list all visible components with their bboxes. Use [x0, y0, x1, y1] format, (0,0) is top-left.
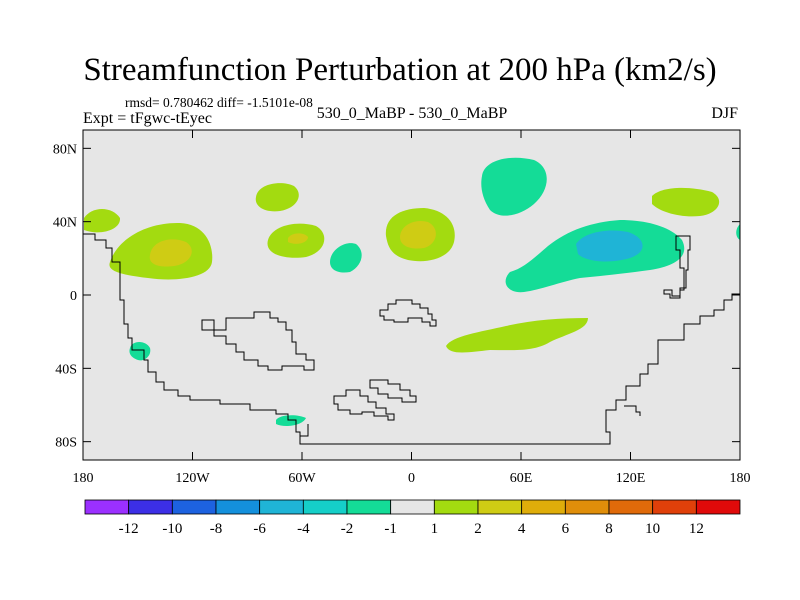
anomaly-ne-pacific: [652, 187, 720, 217]
anomaly-europe-core: [400, 220, 436, 249]
x-tick-label: 120W: [175, 471, 210, 486]
colorbar-label: 1: [431, 521, 439, 537]
anomaly-layer: [84, 157, 740, 426]
experiment-label: Expt = tFgwc-tEyec: [83, 110, 212, 127]
colorbar-swatch: [390, 499, 435, 515]
x-tick-label: 0: [408, 471, 415, 486]
colorbar-swatch: [477, 499, 523, 515]
coast-south-island-east: [624, 405, 641, 416]
anomaly-indian-ocean: [446, 318, 588, 353]
x-tick-label: 60W: [288, 471, 316, 486]
colorbar-swatch: [564, 499, 610, 515]
stats-line: rmsd= 0.780462 diff= -1.5101e-08: [125, 95, 313, 110]
colorbar-swatch: [433, 499, 479, 515]
coastline-layer: [83, 233, 740, 445]
coast-south-atlantic-island-2: [369, 379, 417, 403]
colorbar-label: -12: [119, 521, 139, 537]
colorbar-swatch: [302, 499, 348, 515]
x-tick-label: 180: [730, 471, 751, 486]
coast-north-america-west: [83, 233, 740, 445]
colorbar-label: -8: [210, 521, 223, 537]
colorbar-label: -2: [341, 521, 354, 537]
coast-africa-north: [379, 299, 437, 327]
colorbar-swatch: [259, 499, 304, 515]
anomaly-southern-ocean: [276, 415, 306, 426]
anomaly-arctic-russia: [481, 157, 547, 216]
colorbar-swatch: [171, 499, 217, 515]
colorbar-swatch: [84, 499, 130, 515]
y-tick-label: 0: [70, 289, 77, 304]
anomaly-asia-core: [576, 230, 643, 262]
y-axis: 80N 40N 0 40S 80S: [53, 142, 740, 451]
colorbar-label: 2: [474, 521, 482, 537]
colorbar-label: -6: [253, 521, 266, 537]
colorbar-swatch: [695, 499, 741, 515]
colorbar-label: 6: [562, 521, 570, 537]
colorbar-swatch: [128, 499, 173, 515]
case-label: 530_0_MaBP - 530_0_MaBP: [316, 105, 508, 122]
colorbar-label: 4: [518, 521, 526, 537]
colorbar-swatch: [652, 499, 697, 515]
colorbar-label: 10: [645, 521, 660, 537]
plot-background: [83, 130, 740, 460]
coast-pacific-island: [201, 311, 315, 371]
anomaly-east-pacific: [255, 183, 299, 212]
colorbar-swatch: [608, 499, 654, 515]
x-tick-label: 60E: [510, 471, 533, 486]
anomaly-nw-america: [84, 209, 121, 233]
x-tick-label: 180: [73, 471, 94, 486]
y-tick-label: 40S: [55, 362, 77, 377]
colorbar-label: 8: [605, 521, 613, 537]
colorbar-swatch: [521, 499, 566, 515]
season-label: DJF: [711, 105, 738, 122]
x-tick-label: 120E: [616, 471, 646, 486]
x-axis: 180 120W 60W 0 60E 120E 180: [73, 130, 751, 486]
anomaly-south-pacific: [129, 342, 151, 361]
y-tick-label: 80S: [55, 436, 77, 451]
anomaly-atlantic: [330, 243, 362, 273]
colorbar-label: -10: [162, 521, 182, 537]
colorbar-label: -4: [297, 521, 310, 537]
anomaly-north-america-core: [288, 233, 308, 244]
y-tick-label: 40N: [53, 216, 77, 231]
anomaly-north-pacific-core: [149, 239, 192, 267]
chart-title: Streamfunction Perturbation at 200 hPa (…: [83, 52, 717, 88]
colorbar: -12 -10 -8 -6 -4 -2 -1 1 2 4 6 8 10 12: [84, 499, 741, 537]
y-tick-label: 80N: [53, 142, 77, 157]
coast-south-atlantic-island: [333, 389, 395, 421]
colorbar-swatch: [346, 499, 392, 515]
coast-japan: [663, 235, 691, 299]
colorbar-label: 12: [689, 521, 704, 537]
colorbar-label: -1: [384, 521, 397, 537]
colorbar-swatch: [215, 499, 261, 515]
anomaly-east-edge: [736, 224, 740, 240]
coast-antarctic-west: [299, 424, 309, 444]
